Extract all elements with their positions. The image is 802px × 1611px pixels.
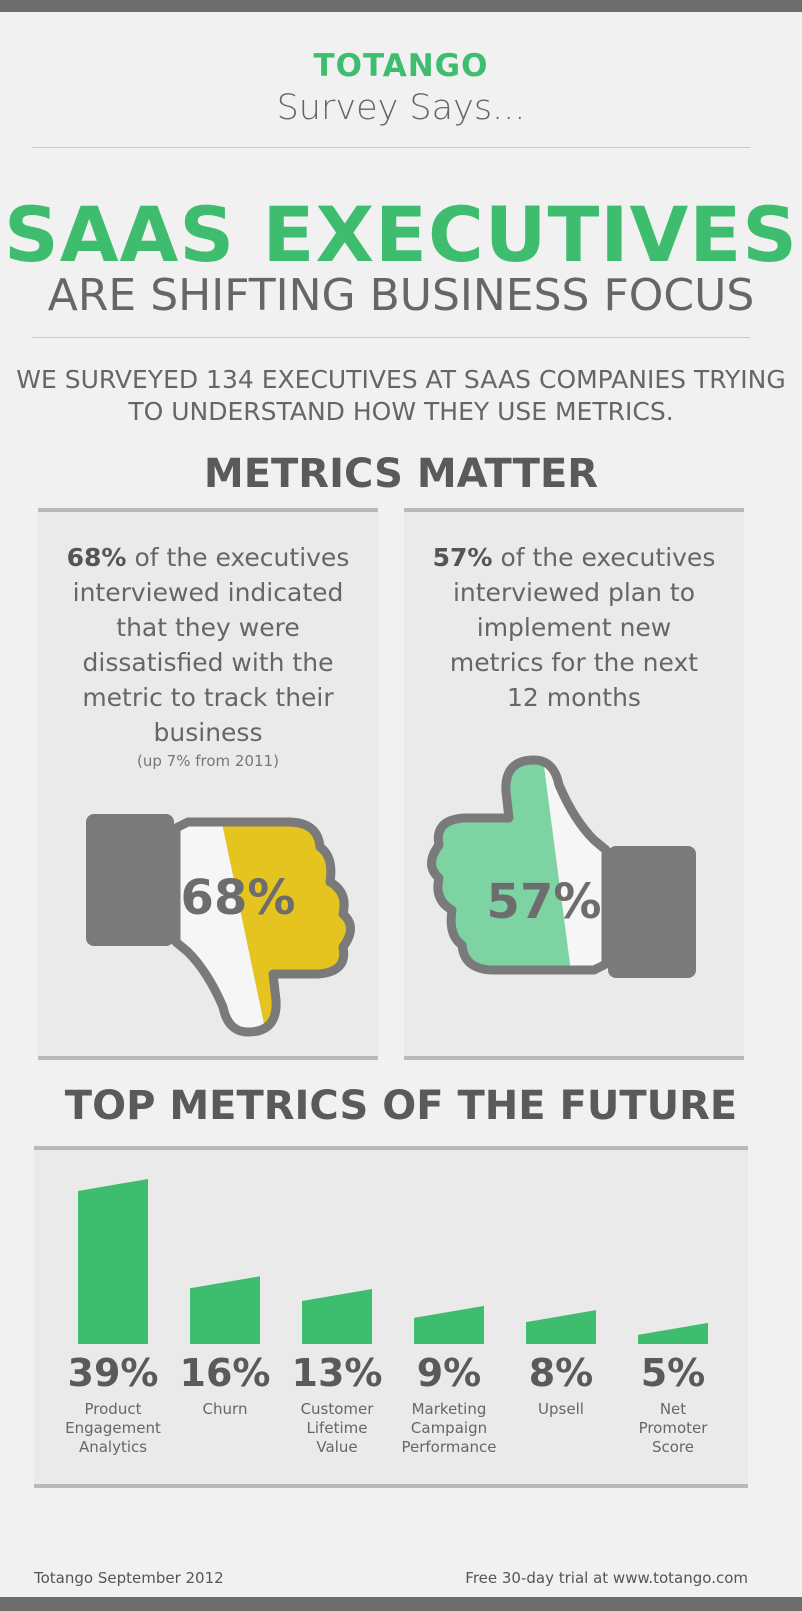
category-label: Upsell (538, 1400, 584, 1418)
category-label: Value (316, 1438, 357, 1456)
chart-panel: 39% Product Engagement Analytics 16% Churn 13%… (34, 1146, 748, 1488)
panel-dissatisfied: 68% of the executives interviewed indica… (38, 508, 378, 1060)
cuff-shape (608, 846, 696, 978)
thumbs-down-icon: 68% (86, 814, 355, 1037)
headline: SAAS EXECUTIVES (3, 190, 799, 279)
bar-value-label: 8% (529, 1351, 594, 1395)
footer-date: Totango September 2012 (34, 1569, 224, 1587)
stat-line: implement new (476, 613, 672, 642)
bar-value-label: 9% (417, 1351, 482, 1395)
stat-line: 12 months (507, 683, 641, 712)
bar-0 (78, 1179, 148, 1344)
cuff-shape (86, 814, 174, 946)
bottom-bar (0, 1597, 802, 1611)
intro-line: WE SURVEYED 134 EXECUTIVES AT SAAS COMPA… (16, 365, 786, 394)
category-label: Marketing (412, 1400, 487, 1418)
bar-1 (190, 1276, 260, 1344)
panel-plan-new-metrics: 57% of the executives interviewed plan t… (404, 508, 744, 1060)
stat-line: that they were (116, 613, 300, 642)
category-label: Lifetime (307, 1419, 368, 1437)
stat-note: (up 7% from 2011) (137, 752, 279, 770)
panel-plan-text: 57% of the executives interviewed plan t… (404, 540, 744, 715)
category-label: Promoter (639, 1419, 709, 1437)
stat-line: business (153, 718, 263, 747)
tagline: Survey Says... (276, 88, 526, 128)
thumbs-up-icon: 57% (427, 755, 696, 978)
intro-line: TO UNDERSTAND HOW THEY USE METRICS. (128, 397, 674, 426)
stat-line: of the executives (500, 543, 716, 572)
bar-value-label: 16% (180, 1351, 271, 1395)
category-label: Net (660, 1400, 686, 1418)
stat-line: interviewed indicated (72, 578, 344, 607)
panel-dissatisfied-text: 68% of the executives interviewed indica… (38, 540, 378, 772)
footer-trial-link[interactable]: Free 30-day trial at www.totango.com (465, 1569, 748, 1587)
bar-value-label: 13% (292, 1351, 383, 1395)
category-label: Engagement (65, 1419, 161, 1437)
icon-percent-label: 68% (181, 870, 296, 926)
hand-outline (171, 817, 355, 1037)
fill-shape (217, 822, 351, 1032)
category-label: Customer (301, 1400, 375, 1418)
category-label: Campaign (411, 1419, 487, 1437)
bar-3 (414, 1305, 484, 1344)
stat-percent: 68% (66, 543, 127, 572)
category-label: Performance (401, 1438, 496, 1456)
bar-2 (302, 1289, 372, 1344)
stat-line: dissatisfied with the (82, 648, 334, 677)
stat-line: interviewed plan to (452, 578, 696, 607)
subheadline: ARE SHIFTING BUSINESS FOCUS (47, 270, 755, 321)
top-bar (0, 0, 802, 12)
metrics-matter-title: METRICS MATTER (203, 451, 599, 497)
stat-line: of the executives (134, 543, 350, 572)
bar-4 (526, 1310, 596, 1344)
stat-line: metrics for the next (449, 648, 699, 677)
bar-5 (638, 1322, 708, 1344)
bar-value-label: 39% (68, 1351, 159, 1395)
category-label: Product (85, 1400, 142, 1418)
icon-percent-label: 57% (487, 874, 602, 930)
divider (32, 147, 750, 148)
category-label: Score (652, 1438, 694, 1456)
divider (32, 337, 750, 338)
chart-title: TOP METRICS OF THE FUTURE (64, 1083, 738, 1129)
bar-value-label: 5% (641, 1351, 706, 1395)
intro-text: WE SURVEYED 134 EXECUTIVES AT SAAS COMPA… (0, 364, 802, 428)
stat-line: metric to track their (82, 683, 334, 712)
brand-logo: TOTANGO (313, 48, 489, 84)
hand-outline (427, 755, 611, 975)
category-label: Churn (203, 1400, 248, 1418)
stat-percent: 57% (432, 543, 493, 572)
category-label: Analytics (79, 1438, 147, 1456)
